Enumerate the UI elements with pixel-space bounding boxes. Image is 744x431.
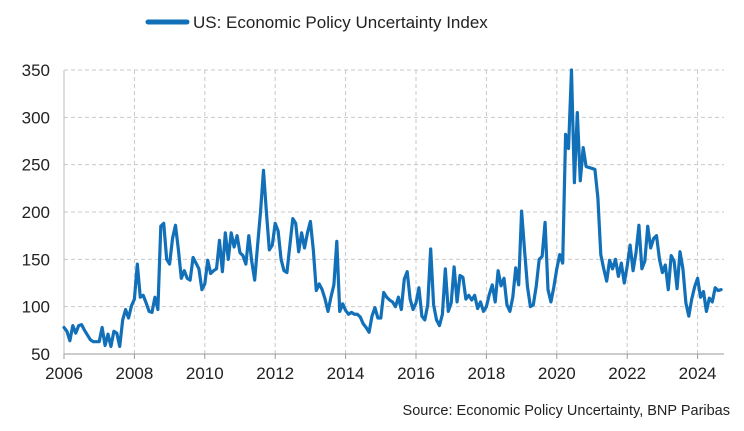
y-tick-label: 250 [22,156,50,175]
y-tick-label: 50 [31,345,50,364]
series-layer [62,68,723,349]
legend-label: US: Economic Policy Uncertainty Index [193,13,488,32]
x-tick-label: 2010 [186,364,224,383]
x-tick-label: 2014 [327,364,365,383]
y-tick-label: 300 [22,108,50,127]
series-line [62,68,723,349]
x-tick-label: 2016 [397,364,435,383]
source-note: Source: Economic Policy Uncertainty, BNP… [403,403,730,419]
y-tick-label: 150 [22,250,50,269]
legend: US: Economic Policy Uncertainty Index [145,13,488,32]
y-tick-label: 350 [22,61,50,80]
axes: 50 100 150 200 250 300 350 2006 2008 2010 2012 2014… [22,61,724,383]
y-tick-label: 100 [22,298,50,317]
x-tick-label: 2018 [467,364,505,383]
x-tick-label: 2008 [115,364,153,383]
x-tick-label: 2024 [679,364,717,383]
x-tick-label: 2012 [256,364,294,383]
grid [63,69,724,355]
y-tick-label: 200 [22,203,50,222]
x-tick-label: 2006 [45,364,83,383]
x-tick-label: 2020 [538,364,576,383]
x-tick-label: 2022 [608,364,646,383]
